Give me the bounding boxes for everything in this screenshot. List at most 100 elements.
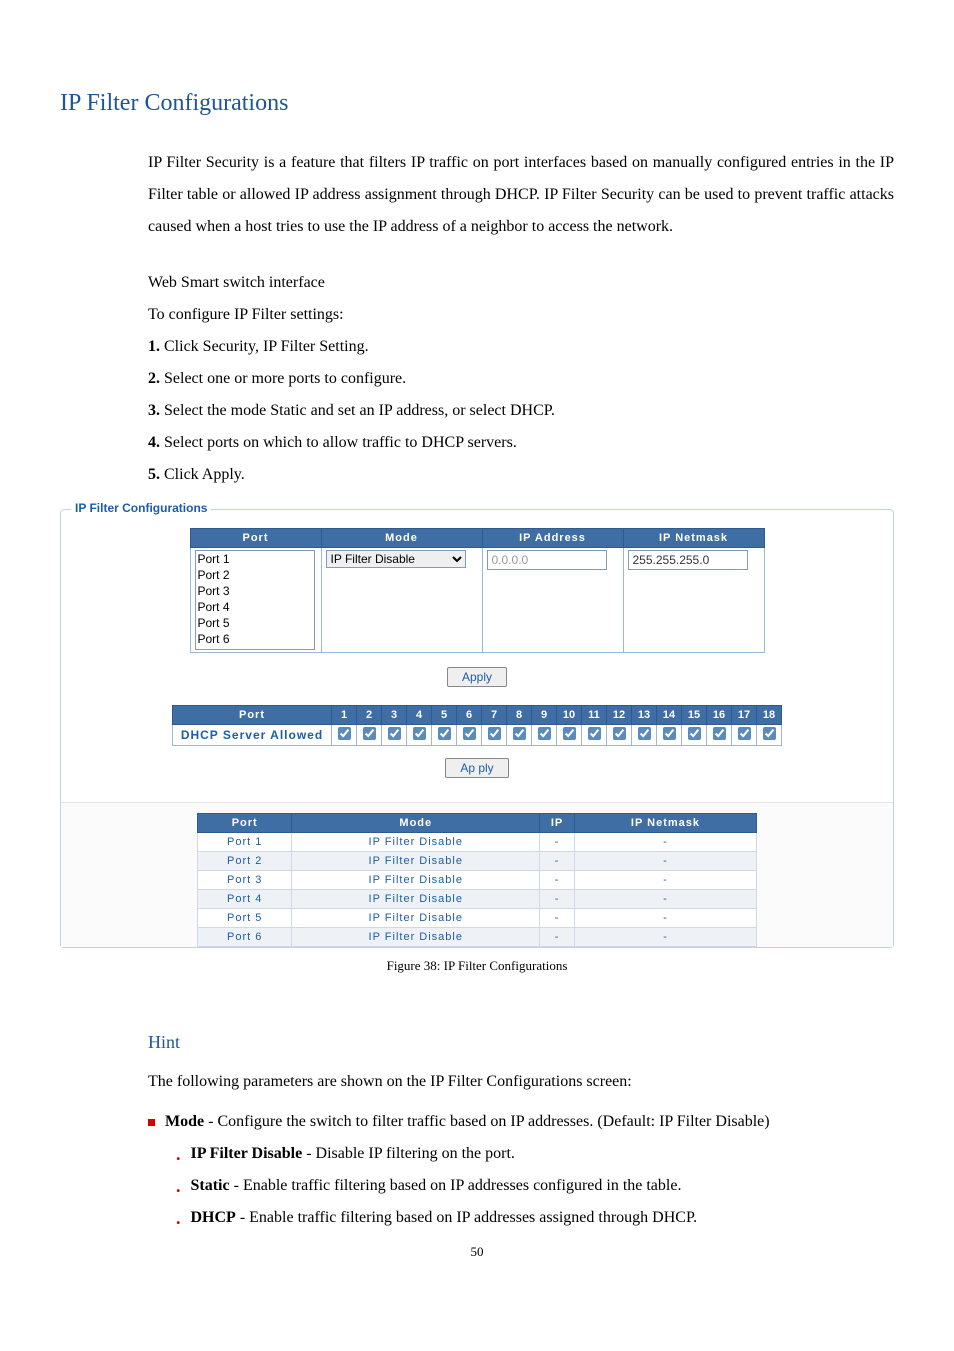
apply-button-top[interactable]: Apply — [447, 667, 507, 687]
status-row: Port 2IP Filter Disable-- — [198, 852, 757, 871]
status-cell: Port 6 — [198, 928, 292, 947]
dhcp-port-number: 11 — [582, 706, 607, 725]
hint-sub-line: . DHCP - Enable traffic filtering based … — [176, 1202, 894, 1234]
port-option[interactable]: Port 4 — [198, 599, 314, 615]
pre-step-line: Web Smart switch interface — [148, 267, 894, 299]
status-cell: - — [540, 833, 575, 852]
dhcp-checkbox-cell — [632, 725, 657, 746]
hint-sub-label: IP Filter Disable — [191, 1145, 303, 1162]
dhcp-checkbox-cell — [757, 725, 782, 746]
dhcp-allowed-checkbox[interactable] — [463, 727, 476, 740]
dhcp-checkbox-cell — [532, 725, 557, 746]
dhcp-port-number: 6 — [457, 706, 482, 725]
dhcp-allowed-checkbox[interactable] — [588, 727, 601, 740]
port-option[interactable]: Port 2 — [198, 567, 314, 583]
dhcp-allowed-checkbox[interactable] — [738, 727, 751, 740]
red-dot-bullet-icon: . — [176, 1148, 181, 1160]
status-cell: IP Filter Disable — [292, 928, 540, 947]
status-cell: IP Filter Disable — [292, 909, 540, 928]
status-header-netmask: IP Netmask — [574, 814, 756, 833]
dhcp-allowed-checkbox[interactable] — [513, 727, 526, 740]
status-row: Port 4IP Filter Disable-- — [198, 890, 757, 909]
step-text: Select ports on which to allow traffic t… — [164, 434, 517, 451]
step-text: Select one or more ports to configure. — [164, 370, 406, 387]
status-cell: - — [574, 833, 756, 852]
red-dot-bullet-icon: . — [176, 1180, 181, 1192]
dhcp-port-number: 14 — [657, 706, 682, 725]
dhcp-allowed-checkbox[interactable] — [488, 727, 501, 740]
dhcp-allowed-checkbox[interactable] — [613, 727, 626, 740]
dhcp-port-number: 7 — [482, 706, 507, 725]
dhcp-header-port: Port — [173, 706, 332, 725]
port-multiselect[interactable]: Port 1 Port 2 Port 3 Port 4 Port 5 Port … — [195, 550, 315, 650]
port-option[interactable]: Port 5 — [198, 615, 314, 631]
status-cell: IP Filter Disable — [292, 890, 540, 909]
ip-netmask-input[interactable] — [628, 550, 748, 570]
dhcp-allowed-table: Port 123456789101112131415161718 DHCP Se… — [172, 705, 782, 746]
config-table: Port Mode IP Address IP Netmask Port 1 P… — [190, 528, 765, 653]
status-row: Port 5IP Filter Disable-- — [198, 909, 757, 928]
dhcp-checkbox-cell — [707, 725, 732, 746]
hint-lead: The following parameters are shown on th… — [148, 1066, 894, 1098]
status-cell: Port 4 — [198, 890, 292, 909]
port-option[interactable]: Port 6 — [198, 631, 314, 647]
dhcp-port-number: 1 — [332, 706, 357, 725]
dhcp-port-number: 2 — [357, 706, 382, 725]
dhcp-allowed-checkbox[interactable] — [413, 727, 426, 740]
dhcp-checkbox-cell — [507, 725, 532, 746]
status-row: Port 3IP Filter Disable-- — [198, 871, 757, 890]
intro-paragraph: IP Filter Security is a feature that fil… — [148, 147, 894, 243]
dhcp-allowed-checkbox[interactable] — [638, 727, 651, 740]
dhcp-checkbox-cell — [732, 725, 757, 746]
status-cell: - — [574, 928, 756, 947]
dhcp-port-number: 12 — [607, 706, 632, 725]
status-cell: Port 3 — [198, 871, 292, 890]
step-line: 4. Select ports on which to allow traffi… — [148, 427, 894, 459]
pre-step-line: To configure IP Filter settings: — [148, 299, 894, 331]
dhcp-port-number: 10 — [557, 706, 582, 725]
dhcp-allowed-checkbox[interactable] — [688, 727, 701, 740]
dhcp-allowed-checkbox[interactable] — [713, 727, 726, 740]
figure-caption: Figure 38: IP Filter Configurations — [60, 958, 894, 974]
dhcp-allowed-checkbox[interactable] — [538, 727, 551, 740]
dhcp-row-label: DHCP Server Allowed — [173, 725, 332, 746]
dhcp-port-number: 18 — [757, 706, 782, 725]
dhcp-port-number: 4 — [407, 706, 432, 725]
dhcp-allowed-checkbox[interactable] — [388, 727, 401, 740]
port-option[interactable]: Port 3 — [198, 583, 314, 599]
dhcp-port-number: 15 — [682, 706, 707, 725]
apply-button-bottom[interactable]: Ap ply — [445, 758, 508, 778]
dhcp-checkbox-cell — [382, 725, 407, 746]
dhcp-checkbox-cell — [432, 725, 457, 746]
status-cell: - — [574, 909, 756, 928]
dhcp-checkbox-cell — [482, 725, 507, 746]
step-text: Click Security, IP Filter Setting. — [164, 338, 369, 355]
status-cell: - — [574, 871, 756, 890]
port-option[interactable]: Port 1 — [198, 551, 314, 567]
cfg-header-mode: Mode — [321, 529, 482, 548]
status-cell: - — [574, 852, 756, 871]
dhcp-checkbox-cell — [407, 725, 432, 746]
dhcp-allowed-checkbox[interactable] — [663, 727, 676, 740]
status-cell: IP Filter Disable — [292, 833, 540, 852]
dhcp-allowed-checkbox[interactable] — [763, 727, 776, 740]
mode-select[interactable]: IP Filter Disable — [326, 550, 466, 568]
dhcp-checkbox-cell — [607, 725, 632, 746]
hint-sub-label: Static — [191, 1177, 230, 1194]
cfg-header-ip: IP Address — [482, 529, 623, 548]
cfg-header-port: Port — [190, 529, 321, 548]
dhcp-allowed-checkbox[interactable] — [563, 727, 576, 740]
dhcp-allowed-checkbox[interactable] — [363, 727, 376, 740]
status-cell: Port 5 — [198, 909, 292, 928]
dhcp-allowed-checkbox[interactable] — [438, 727, 451, 740]
page-title: IP Filter Configurations — [60, 90, 894, 117]
dhcp-port-number: 13 — [632, 706, 657, 725]
dhcp-allowed-checkbox[interactable] — [338, 727, 351, 740]
dhcp-port-number: 9 — [532, 706, 557, 725]
status-cell: - — [574, 890, 756, 909]
hint-sub-text: - Enable traffic filtering based on IP a… — [230, 1177, 682, 1194]
dhcp-port-number: 16 — [707, 706, 732, 725]
step-line: 1. Click Security, IP Filter Setting. — [148, 331, 894, 363]
status-row: Port 6IP Filter Disable-- — [198, 928, 757, 947]
ip-address-input[interactable] — [487, 550, 607, 570]
